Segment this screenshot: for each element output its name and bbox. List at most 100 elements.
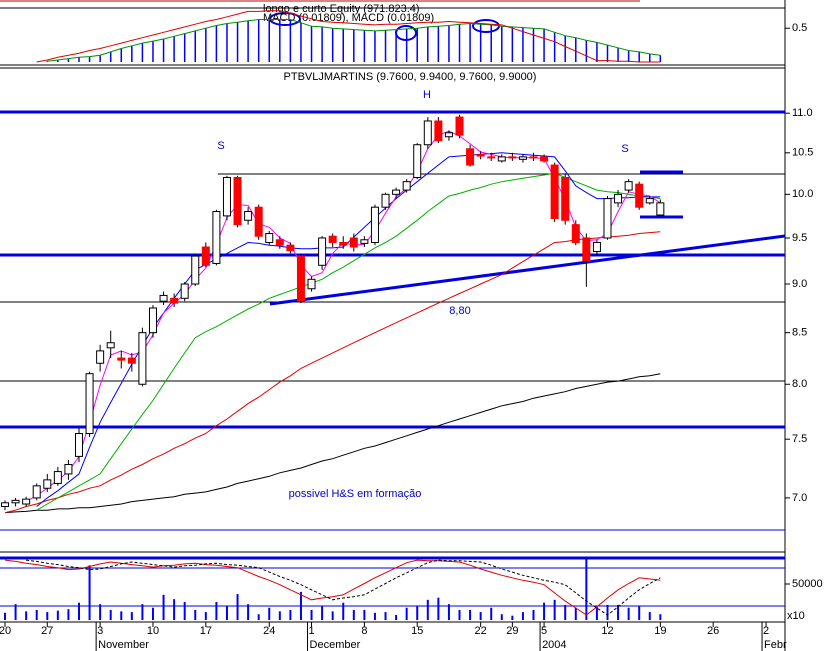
x-tick-label: 10 — [147, 625, 159, 637]
candle-body — [402, 181, 411, 191]
candle-body — [275, 239, 284, 246]
x-tick-label: 26 — [707, 625, 719, 637]
candle-body — [170, 297, 179, 304]
candle-body — [148, 307, 157, 334]
annotation: S — [217, 140, 224, 152]
candle-body — [328, 235, 337, 243]
x-tick-label: 27 — [41, 625, 53, 637]
x-tick-label: 29 — [506, 625, 518, 637]
annotation: 8,80 — [449, 305, 470, 317]
y-tick-label: 50000 — [792, 578, 823, 590]
trend-line — [269, 234, 786, 306]
candle-body — [614, 193, 623, 204]
series-line — [4, 231, 661, 514]
x-tick-label: 3 — [97, 625, 103, 637]
y-tick-label: 11.0 — [792, 107, 813, 119]
panel-title: MACD (0.01809), MACD (0.01809) — [263, 12, 434, 24]
candle-body — [244, 211, 253, 221]
series-line — [4, 559, 661, 616]
y-tick-label: 7.0 — [792, 492, 807, 504]
y-tick-label: 8.0 — [792, 378, 807, 390]
x-tick-label: 1 — [308, 625, 314, 637]
candle-body — [191, 255, 200, 285]
month-label: November — [98, 639, 149, 651]
candle-body — [106, 342, 115, 349]
candle-body — [508, 156, 517, 159]
y-tick-label: 7.5 — [792, 433, 807, 445]
candle-body — [582, 237, 591, 262]
annotation: S — [621, 143, 628, 155]
candle-body — [466, 148, 475, 166]
candle-body — [413, 144, 422, 178]
candle-body — [497, 156, 506, 162]
candle-body — [159, 294, 168, 302]
x-tick-label: 22 — [475, 625, 487, 637]
candle-body — [318, 237, 327, 266]
candle-body — [339, 241, 348, 246]
candle-body — [349, 237, 358, 248]
candle-body — [11, 499, 20, 504]
series-line — [47, 19, 661, 62]
candle-body — [635, 183, 644, 208]
y-tick-label: 10.5 — [792, 147, 813, 159]
panel-title: longo e curto Equity (971.823.4) — [263, 3, 420, 15]
candle-body — [529, 156, 538, 159]
candle-body — [22, 498, 31, 505]
x-tick-label: 17 — [200, 625, 212, 637]
candle-body — [645, 198, 654, 204]
unit-label: x10 — [787, 610, 805, 622]
x-tick-label: 20 — [0, 625, 11, 637]
annotation: H — [423, 89, 431, 101]
candle-body — [74, 433, 83, 457]
candle-body — [423, 120, 432, 146]
x-tick-label: 24 — [263, 625, 275, 637]
candle-body — [286, 244, 295, 252]
candle-body — [201, 246, 210, 266]
candle-body — [127, 357, 136, 364]
candle-body — [1, 502, 9, 507]
candle-body — [53, 471, 62, 484]
month-label: Febr — [764, 639, 787, 651]
y-tick-label: 10.0 — [792, 188, 813, 200]
candle-body — [360, 239, 369, 244]
candle-body — [540, 156, 549, 162]
candle-body — [444, 132, 453, 138]
candle-body — [233, 176, 242, 226]
candle-body — [32, 485, 41, 499]
y-tick-label: 9.5 — [792, 232, 807, 244]
series-line — [4, 373, 661, 514]
candle-body — [624, 181, 633, 191]
candle-body — [571, 224, 580, 243]
candle-body — [222, 176, 231, 217]
x-tick-label: 15 — [411, 625, 423, 637]
candle-body — [370, 206, 379, 243]
candle-body — [603, 198, 612, 239]
candle-body — [85, 373, 94, 435]
x-tick-label: 12 — [601, 625, 613, 637]
candle-body — [592, 241, 601, 253]
candle-body — [455, 116, 464, 136]
series-line — [36, 10, 661, 63]
candle-body — [561, 176, 570, 221]
x-tick-label: 19 — [654, 625, 666, 637]
candle-body — [381, 193, 390, 208]
y-tick-label: 0.5 — [792, 22, 807, 34]
x-tick-label: 8 — [361, 625, 367, 637]
candle-body — [518, 156, 527, 160]
candle-body — [656, 202, 665, 216]
candle-body — [307, 278, 316, 290]
x-tick-label: 2 — [763, 625, 769, 637]
candle-body — [487, 156, 496, 159]
candle-body — [64, 464, 73, 475]
y-tick-label: 9.0 — [792, 278, 807, 290]
candle-body — [180, 283, 189, 299]
candle-body — [434, 120, 443, 142]
candle-body — [296, 255, 305, 302]
candle-body — [138, 332, 147, 385]
candle-body — [96, 350, 105, 364]
candle-body — [550, 164, 559, 220]
month-label: December — [310, 639, 361, 651]
